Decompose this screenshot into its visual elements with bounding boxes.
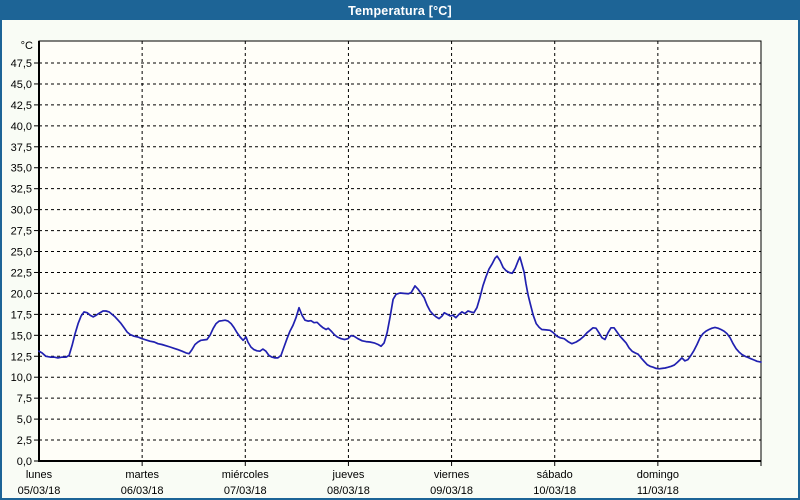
x-date-label: 10/03/18 <box>533 485 576 497</box>
y-tick-label: 7,5 <box>17 393 32 405</box>
x-day-label: domingo <box>637 469 679 481</box>
y-tick-label: 10,0 <box>11 372 32 384</box>
x-date-label: 08/03/18 <box>327 485 370 497</box>
x-day-label: sábado <box>537 469 573 481</box>
y-tick-label: 22,5 <box>11 267 32 279</box>
y-axis-labels: 0,0 2,5 5,0 7,5 10,0 12,5 15,0 17,5 20,0 22,5 25,0… <box>11 40 33 468</box>
y-axis-unit-label: °C <box>21 40 33 52</box>
y-tick-label: 25,0 <box>11 247 32 259</box>
x-day-label: miércoles <box>222 469 270 481</box>
x-date-label: 05/03/18 <box>18 485 61 497</box>
x-date-label: 07/03/18 <box>224 485 267 497</box>
y-tick-label: 45,0 <box>11 79 32 91</box>
y-tick-label: 37,5 <box>11 142 32 154</box>
x-day-label: jueves <box>332 469 365 481</box>
plot-area <box>39 41 761 461</box>
x-date-label: 09/03/18 <box>430 485 473 497</box>
temperature-series <box>38 255 762 370</box>
x-day-label: lunes <box>26 469 53 481</box>
y-tick-label: 2,5 <box>17 435 32 447</box>
x-day-label: viernes <box>434 469 470 481</box>
y-tick-label: 32,5 <box>11 184 32 196</box>
y-tick-label: 20,0 <box>11 288 32 300</box>
temperature-chart: 0,0 2,5 5,0 7,5 10,0 12,5 15,0 17,5 20,0 22,5 25,0… <box>11 40 762 497</box>
y-tick-label: 15,0 <box>11 330 32 342</box>
y-tick-label: 40,0 <box>11 121 32 133</box>
plot-background <box>39 41 761 461</box>
y-tick-label: 0,0 <box>17 456 32 468</box>
y-tick-label: 35,0 <box>11 163 32 175</box>
x-date-label: 11/03/18 <box>637 485 679 497</box>
y-tick-label: 42,5 <box>11 100 32 112</box>
x-date-label: 06/03/18 <box>121 485 164 497</box>
x-axis-labels: lunes 05/03/18 martes 06/03/18 miércoles 07/0… <box>18 469 679 497</box>
y-tick-label: 30,0 <box>11 205 32 217</box>
x-day-label: martes <box>125 469 159 481</box>
axis-ticks <box>34 62 762 466</box>
y-tick-label: 5,0 <box>17 414 32 426</box>
window-titlebar: Temperatura [°C] <box>2 2 798 20</box>
temperature-line <box>38 255 762 370</box>
y-tick-label: 47,5 <box>11 58 32 70</box>
y-tick-label: 17,5 <box>11 309 32 321</box>
y-tick-label: 27,5 <box>11 226 32 238</box>
y-tick-label: 12,5 <box>11 351 32 363</box>
window-title: Temperatura [°C] <box>348 4 452 18</box>
axes <box>38 40 762 462</box>
gridlines <box>39 41 761 461</box>
